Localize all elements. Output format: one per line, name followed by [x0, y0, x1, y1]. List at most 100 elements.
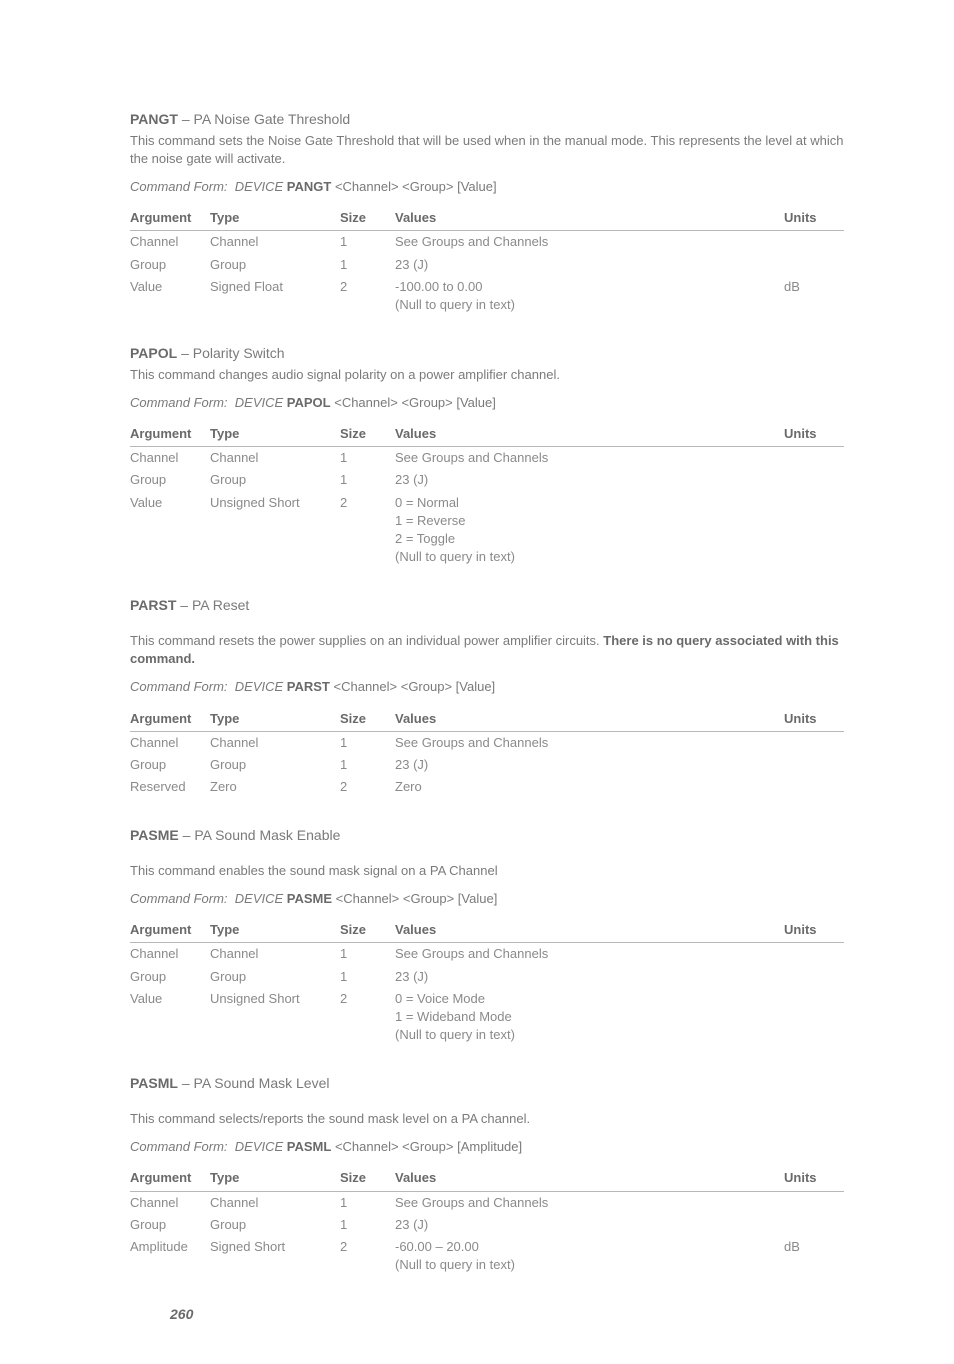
- command-form: Command Form: DEVICE PANGT <Channel> <Gr…: [130, 178, 844, 196]
- cell-argument: Group: [130, 754, 210, 776]
- value-line: 1 = Wideband Mode: [395, 1008, 784, 1026]
- cell-argument: Value: [130, 988, 210, 1047]
- cell-argument: Amplitude: [130, 1236, 210, 1276]
- cell-size: 1: [340, 254, 395, 276]
- command-form: Command Form: DEVICE PARST <Channel> <Gr…: [130, 678, 844, 696]
- cell-argument: Reserved: [130, 776, 210, 798]
- form-label: Command Form:: [130, 679, 228, 694]
- argument-table: ArgumentTypeSizeValuesUnitsChannelChanne…: [130, 422, 844, 568]
- cell-size: 1: [340, 447, 395, 470]
- command-subtitle: – PA Noise Gate Threshold: [178, 111, 350, 127]
- cell-type: Unsigned Short: [210, 492, 340, 569]
- cell-values: See Groups and Channels: [395, 231, 784, 254]
- command-name: PAPOL: [130, 345, 177, 361]
- cell-units: [784, 1191, 844, 1214]
- cell-argument: Group: [130, 966, 210, 988]
- cell-values: See Groups and Channels: [395, 1191, 784, 1214]
- spacer: [130, 1096, 844, 1110]
- cell-units: dB: [784, 1236, 844, 1276]
- description-text: This command resets the power supplies o…: [130, 633, 603, 648]
- value-line: 23 (J): [395, 1216, 784, 1234]
- cell-values: -60.00 – 20.00(Null to query in text): [395, 1236, 784, 1276]
- value-line: 23 (J): [395, 256, 784, 274]
- table-row: GroupGroup123 (J): [130, 254, 844, 276]
- cell-type: Group: [210, 1214, 340, 1236]
- cell-values: Zero: [395, 776, 784, 798]
- page-number: 260: [170, 1305, 193, 1325]
- form-keyword: PASML: [287, 1139, 332, 1154]
- cell-type: Group: [210, 966, 340, 988]
- table-header-size: Size: [340, 1166, 395, 1191]
- table-header-argument: Argument: [130, 918, 210, 943]
- command-subtitle: – PA Reset: [176, 597, 249, 613]
- table-row: ValueSigned Float2-100.00 to 0.00(Null t…: [130, 276, 844, 316]
- command-description: This command selects/reports the sound m…: [130, 1110, 844, 1128]
- cell-argument: Group: [130, 1214, 210, 1236]
- cell-units: [784, 492, 844, 569]
- command-block: PASME – PA Sound Mask EnableThis command…: [130, 826, 844, 1046]
- cell-type: Unsigned Short: [210, 988, 340, 1047]
- table-header-argument: Argument: [130, 206, 210, 231]
- cell-type: Group: [210, 754, 340, 776]
- cell-size: 2: [340, 776, 395, 798]
- cell-type: Channel: [210, 231, 340, 254]
- table-row: ValueUnsigned Short20 = Voice Mode1 = Wi…: [130, 988, 844, 1047]
- cell-type: Signed Short: [210, 1236, 340, 1276]
- cell-argument: Channel: [130, 1191, 210, 1214]
- argument-table: ArgumentTypeSizeValuesUnitsChannelChanne…: [130, 918, 844, 1046]
- cell-values: 0 = Voice Mode1 = Wideband Mode(Null to …: [395, 988, 784, 1047]
- cell-size: 2: [340, 1236, 395, 1276]
- value-line: -100.00 to 0.00: [395, 278, 784, 296]
- table-header-size: Size: [340, 422, 395, 447]
- cell-units: dB: [784, 276, 844, 316]
- form-label: Command Form:: [130, 179, 228, 194]
- cell-values: 23 (J): [395, 1214, 784, 1236]
- cell-type: Channel: [210, 447, 340, 470]
- command-description: This command changes audio signal polari…: [130, 366, 844, 384]
- commands-container: PANGT – PA Noise Gate Threshold This comm…: [130, 110, 844, 1276]
- cell-type: Group: [210, 469, 340, 491]
- form-device: DEVICE: [228, 679, 287, 694]
- cell-type: Zero: [210, 776, 340, 798]
- cell-units: [784, 731, 844, 754]
- cell-size: 1: [340, 1191, 395, 1214]
- cell-type: Channel: [210, 943, 340, 966]
- cell-argument: Value: [130, 276, 210, 316]
- command-name: PASML: [130, 1075, 178, 1091]
- value-line: 2 = Toggle: [395, 530, 784, 548]
- cell-type: Channel: [210, 1191, 340, 1214]
- form-device: DEVICE: [228, 179, 287, 194]
- table-header-size: Size: [340, 206, 395, 231]
- form-args: <Channel> <Group> [Value]: [332, 891, 497, 906]
- cell-units: [784, 943, 844, 966]
- command-title: PANGT – PA Noise Gate Threshold: [130, 110, 844, 130]
- cell-values: -100.00 to 0.00(Null to query in text): [395, 276, 784, 316]
- value-line: (Null to query in text): [395, 1256, 784, 1274]
- command-block: PAPOL – Polarity Switch This command chan…: [130, 344, 844, 568]
- table-header-argument: Argument: [130, 707, 210, 732]
- command-subtitle: – PA Sound Mask Enable: [179, 827, 341, 843]
- table-header-values: Values: [395, 206, 784, 231]
- table-row: GroupGroup123 (J): [130, 966, 844, 988]
- table-row: AmplitudeSigned Short2-60.00 – 20.00(Nul…: [130, 1236, 844, 1276]
- cell-size: 1: [340, 731, 395, 754]
- cell-values: 0 = Normal1 = Reverse2 = Toggle(Null to …: [395, 492, 784, 569]
- table-header-size: Size: [340, 707, 395, 732]
- cell-values: 23 (J): [395, 966, 784, 988]
- command-name: PANGT: [130, 111, 178, 127]
- form-keyword: PAPOL: [287, 395, 331, 410]
- cell-units: [784, 988, 844, 1047]
- cell-size: 1: [340, 943, 395, 966]
- value-line: See Groups and Channels: [395, 945, 784, 963]
- argument-table: ArgumentTypeSizeValuesUnitsChannelChanne…: [130, 206, 844, 316]
- cell-size: 2: [340, 988, 395, 1047]
- form-label: Command Form:: [130, 395, 228, 410]
- command-block: PASML – PA Sound Mask LevelThis command …: [130, 1074, 844, 1276]
- table-header-type: Type: [210, 707, 340, 732]
- command-title: PAPOL – Polarity Switch: [130, 344, 844, 364]
- table-header-values: Values: [395, 422, 784, 447]
- table-header-units: Units: [784, 918, 844, 943]
- spacer: [130, 618, 844, 632]
- table-header-size: Size: [340, 918, 395, 943]
- table-row: GroupGroup123 (J): [130, 1214, 844, 1236]
